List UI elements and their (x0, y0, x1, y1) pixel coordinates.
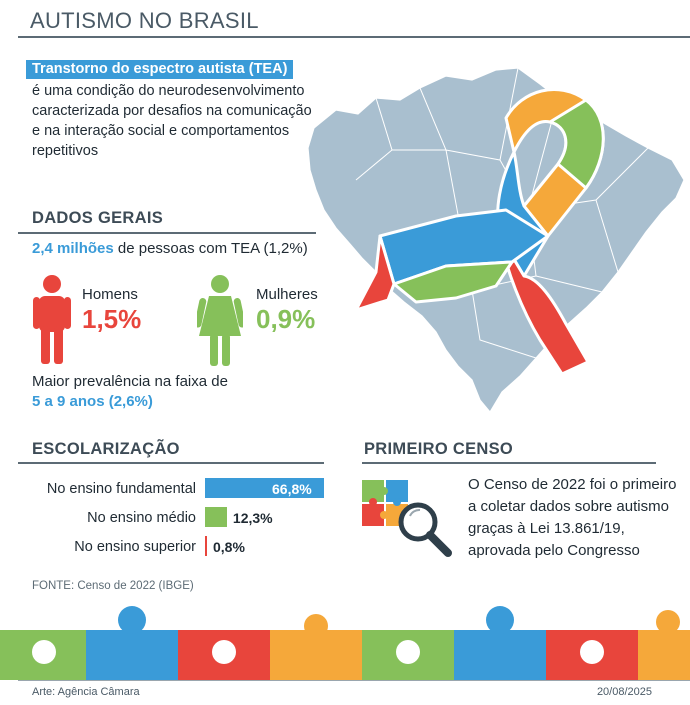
tea-label: Transtorno do espectro autista (TEA) (26, 60, 294, 79)
tea-description: é uma condição do neurodesenvolvimento c… (32, 83, 312, 159)
census-divider (362, 462, 656, 464)
autism-ribbon (354, 88, 605, 376)
general-divider (18, 232, 316, 234)
brazil-map-ribbon-illustration (307, 67, 685, 414)
general-heading: DADOS GERAIS (32, 209, 164, 227)
man-icon (33, 275, 71, 364)
footer-divider (18, 680, 690, 681)
bar-value-fundamental: 66,8% (272, 481, 312, 497)
census-heading: PRIMEIRO CENSO (364, 440, 514, 458)
bar-fundamental (205, 478, 324, 498)
bar-superior (205, 536, 207, 556)
page-title: AUTISMO NO BRASIL (30, 8, 259, 33)
bar-medio (205, 507, 227, 527)
bar-label-fundamental: No ensino fundamental (46, 481, 196, 497)
women-value: 0,9% (256, 304, 316, 334)
schooling-divider (18, 462, 324, 464)
men-value: 1,5% (82, 304, 142, 334)
total-line: 2,4 milhões de pessoas com TEA (1,2%) (32, 240, 308, 257)
bar-value-medio: 12,3% (232, 510, 273, 526)
puzzle-strip-decoration (0, 606, 690, 680)
prevalence-text: Maior prevalência na faixa de (32, 373, 228, 390)
puzzle-magnifier-icon (362, 480, 452, 557)
source-note: FONTE: Censo de 2022 (IBGE) (32, 580, 194, 592)
bar-label-superior: No ensino superior (74, 539, 196, 555)
schooling-heading: ESCOLARIZAÇÃO (32, 440, 180, 458)
credit: Arte: Agência Câmara (32, 686, 140, 698)
title-divider (18, 36, 690, 38)
prevalence-value: 5 a 9 anos (2,6%) (32, 393, 153, 410)
publish-date: 20/08/2025 (596, 686, 652, 698)
census-text: O Censo de 2022 foi o primeiro a coletar… (468, 476, 677, 559)
bar-label-medio: No ensino médio (87, 510, 196, 526)
men-label: Homens (82, 286, 138, 303)
women-label: Mulheres (256, 286, 318, 303)
total-highlight: 2,4 milhões (32, 240, 114, 257)
total-rest: de pessoas com TEA (1,2%) (113, 240, 308, 257)
bar-value-superior: 0,8% (213, 539, 245, 555)
woman-icon (197, 275, 243, 366)
